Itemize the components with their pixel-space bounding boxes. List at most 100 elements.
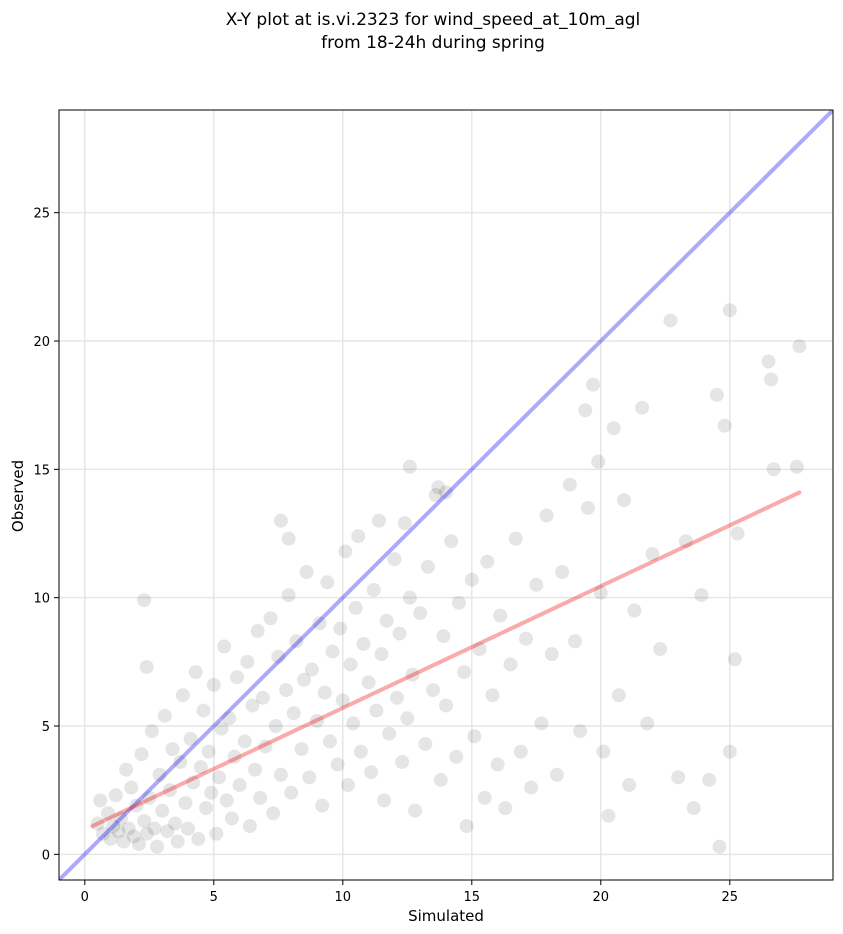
data-point [792, 339, 807, 354]
data-point [258, 739, 273, 754]
data-point [348, 600, 363, 615]
data-point [310, 713, 324, 728]
data-point [206, 677, 221, 692]
data-point [562, 477, 577, 492]
data-point [490, 757, 505, 772]
data-point [364, 765, 379, 780]
y-axis-ticks: 0 5 10 15 20 25 [33, 207, 59, 863]
data-point [580, 500, 595, 515]
data-point [428, 488, 443, 502]
data-point [686, 801, 701, 816]
data-point [139, 659, 154, 674]
data-point [761, 354, 776, 369]
x-tick-label: 25 [722, 890, 739, 905]
x-axis-ticks: 0 5 10 15 20 25 [81, 880, 738, 905]
data-point [273, 513, 288, 528]
data-point [392, 626, 407, 641]
data-point [90, 816, 105, 831]
data-point [451, 595, 466, 610]
data-point [356, 636, 371, 651]
data-point [93, 793, 108, 808]
data-point [106, 819, 121, 834]
data-point [766, 462, 781, 477]
data-point [436, 629, 451, 644]
data-point [315, 798, 330, 813]
data-point [518, 631, 533, 646]
data-point [361, 675, 376, 690]
data-point [340, 778, 355, 793]
data-point [573, 724, 588, 739]
data-point [387, 552, 402, 567]
data-point [464, 572, 479, 587]
data-point [606, 421, 621, 436]
data-point [459, 819, 474, 834]
data-point [498, 801, 513, 816]
identity-line [59, 110, 833, 880]
data-point [335, 693, 350, 708]
data-point [593, 585, 608, 600]
data-point [431, 480, 446, 495]
data-point [653, 642, 668, 656]
data-point [405, 667, 420, 682]
data-point [722, 744, 737, 759]
data-point [493, 608, 508, 623]
data-point [539, 508, 554, 523]
y-tick-label: 20 [33, 335, 50, 350]
data-point [217, 639, 232, 654]
data-point [529, 577, 544, 592]
data-point [281, 588, 296, 603]
data-point [338, 544, 353, 559]
chart-title-line-1: X-Y plot at is.vi.2323 for wind_speed_at… [226, 10, 641, 30]
data-point [170, 834, 185, 849]
data-point [129, 798, 144, 813]
data-point [382, 726, 397, 741]
data-point [181, 821, 195, 836]
data-point [722, 303, 737, 318]
data-point [671, 770, 686, 785]
data-point [253, 790, 268, 805]
data-point [578, 403, 593, 418]
data-point [155, 803, 170, 818]
data-point [312, 616, 327, 631]
data-point [152, 767, 167, 782]
data-point [635, 400, 650, 415]
data-point [126, 829, 141, 844]
data-point [178, 796, 193, 810]
plot-frame [58, 109, 834, 881]
data-point [222, 711, 237, 726]
data-point [322, 734, 337, 749]
data-point [402, 459, 417, 474]
data-point [188, 665, 203, 680]
data-point [240, 654, 255, 669]
data-point [369, 703, 384, 718]
data-point [248, 762, 263, 777]
data-point [116, 834, 131, 849]
data-point [297, 672, 312, 687]
data-point [439, 698, 453, 713]
data-point [379, 613, 394, 628]
data-point [204, 785, 219, 800]
data-point [320, 575, 335, 590]
data-point [255, 690, 270, 705]
data-point [113, 811, 128, 826]
data-point [449, 749, 464, 764]
data-point [418, 736, 433, 751]
data-point [366, 582, 381, 597]
data-point [694, 588, 709, 603]
data-point [137, 813, 152, 828]
data-point [196, 703, 211, 718]
data-point [245, 698, 260, 713]
grid-lines [59, 110, 833, 880]
data-point [281, 531, 296, 546]
data-point [242, 819, 257, 834]
data-point [420, 559, 435, 574]
data-point [168, 816, 183, 831]
data-point [712, 839, 727, 854]
data-point [214, 721, 229, 736]
data-point [467, 729, 482, 744]
data-point [237, 734, 252, 749]
y-tick-label: 5 [42, 720, 50, 735]
data-point [150, 839, 165, 854]
data-point [250, 624, 265, 639]
